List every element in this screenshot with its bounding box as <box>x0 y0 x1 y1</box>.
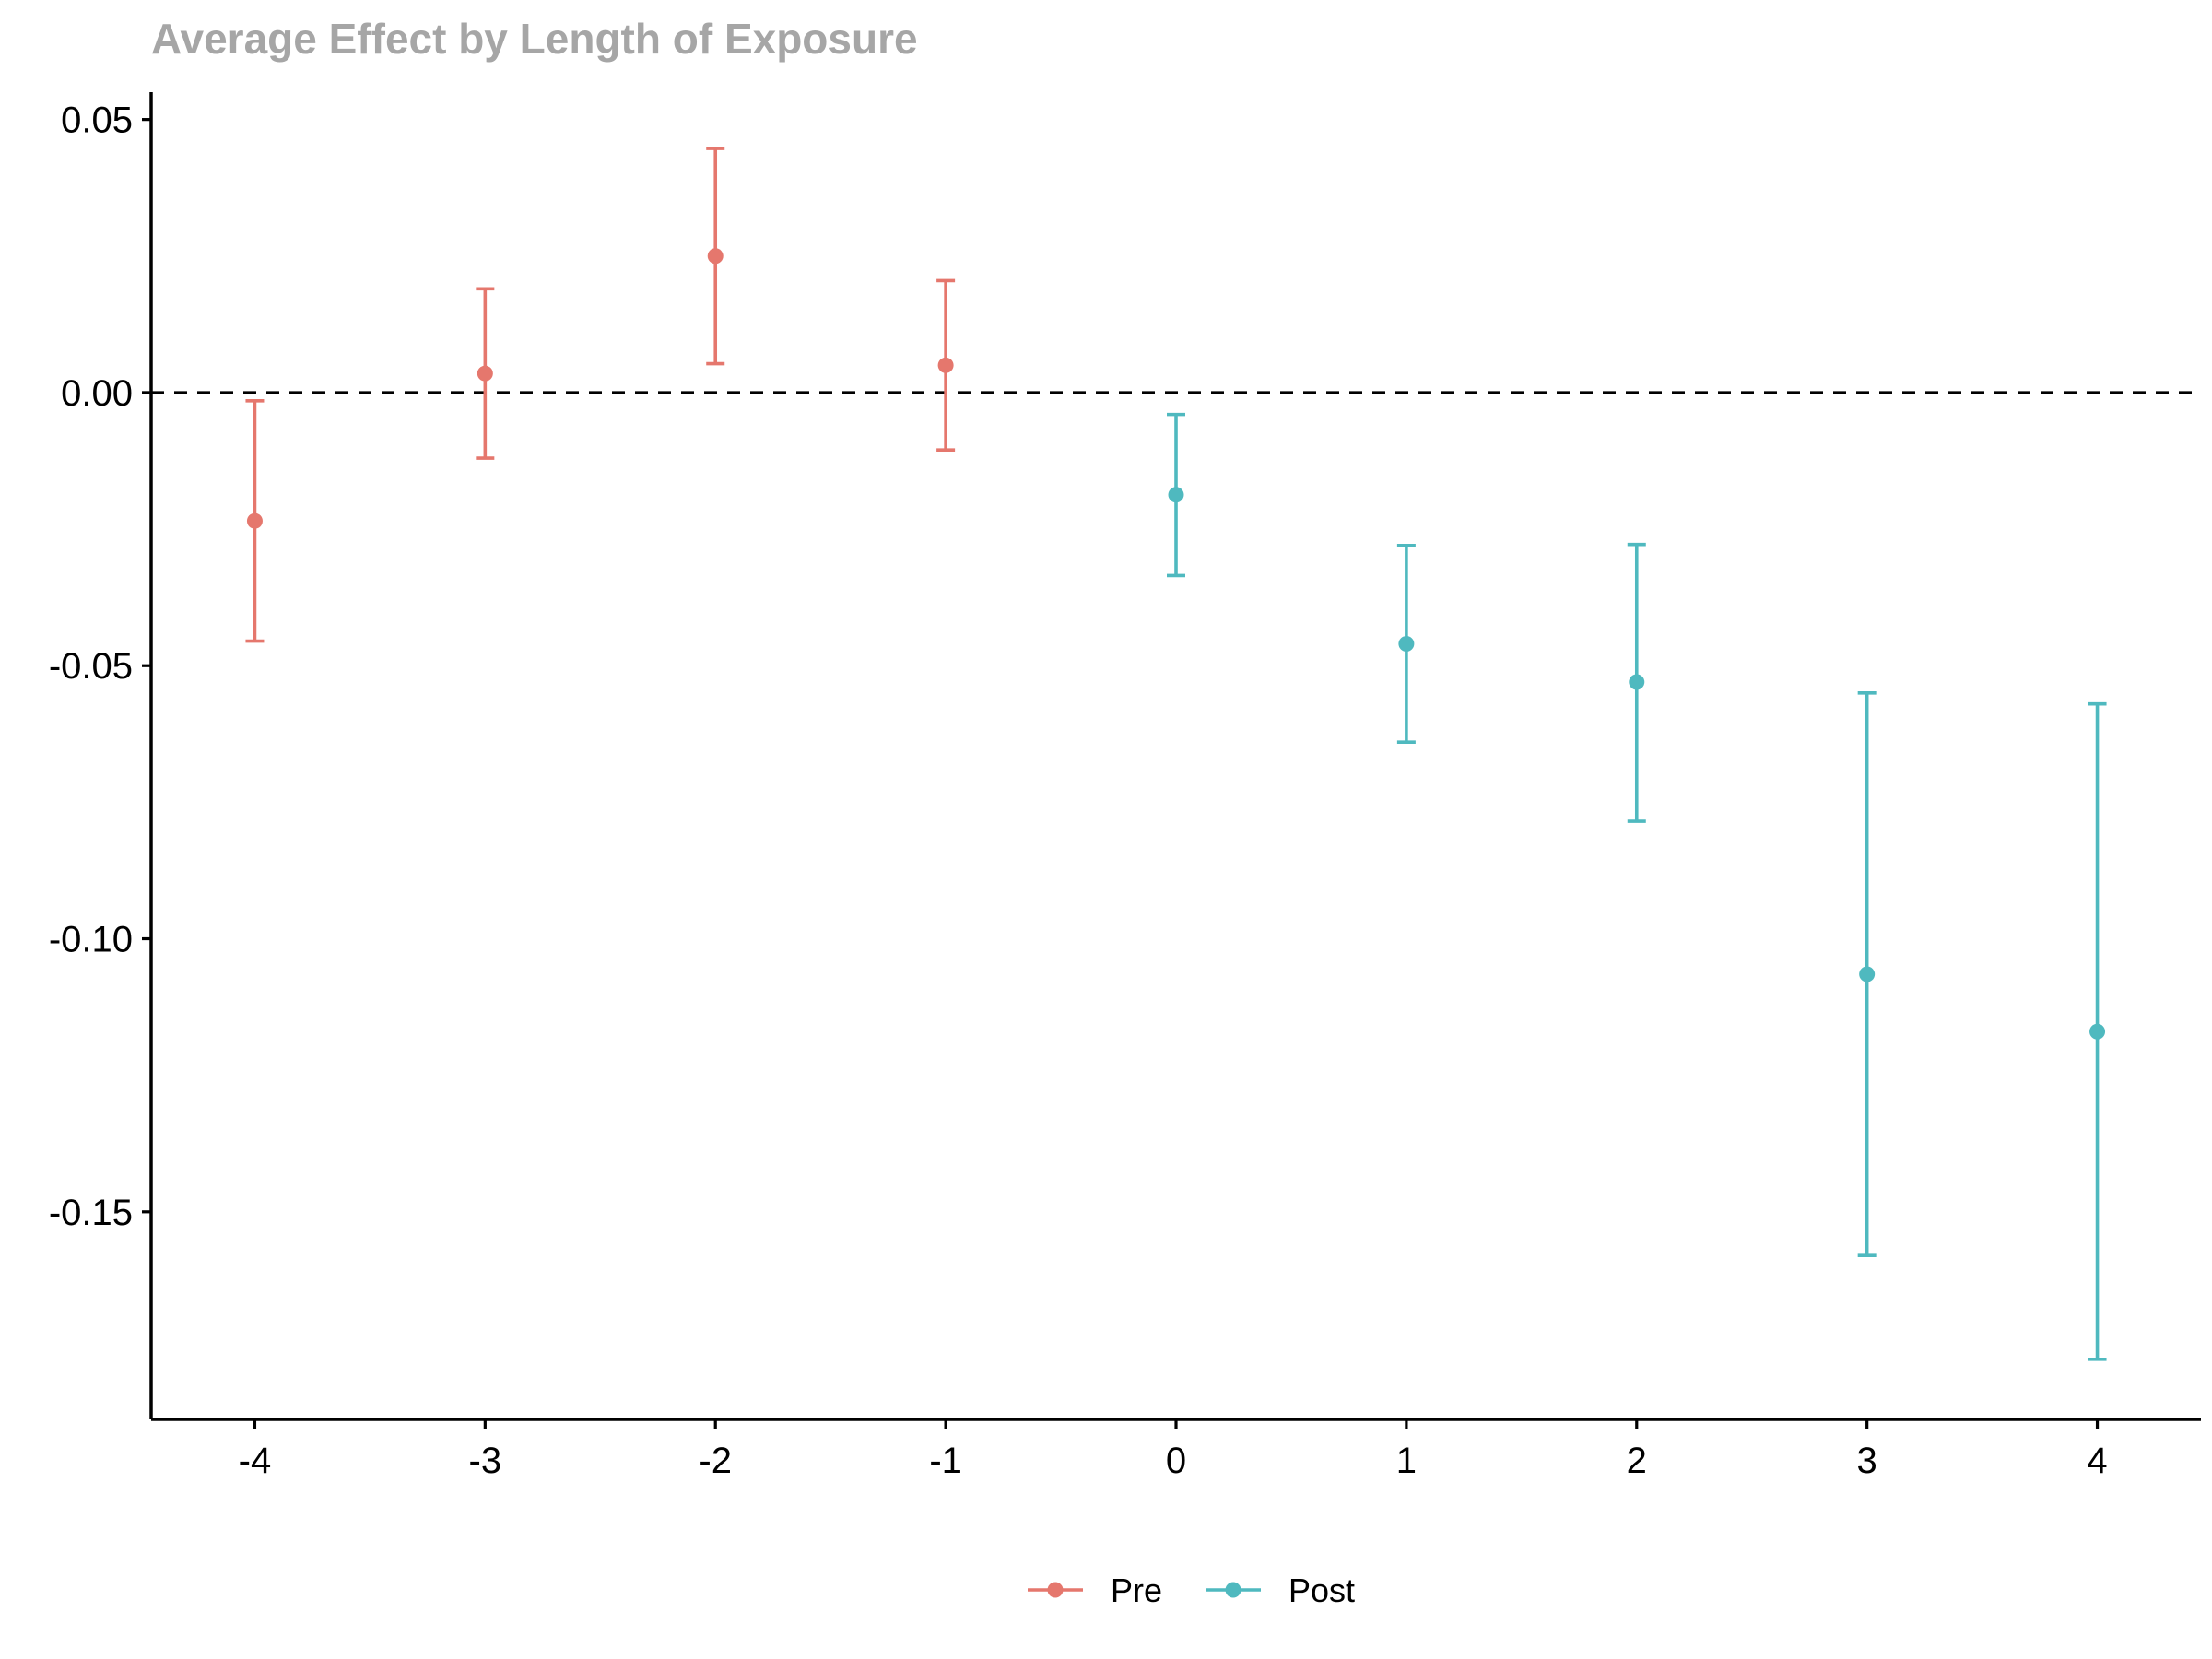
x-axis-ticks: -4 -3 -2 -1 0 1 2 3 4 <box>239 1419 2108 1481</box>
point-estimate <box>477 365 493 382</box>
point-estimate <box>2089 1023 2106 1040</box>
legend-point-swatch <box>1047 1582 1064 1598</box>
x-tick-label: 3 <box>1857 1441 1877 1481</box>
error-bar-pre--4 <box>245 399 265 643</box>
legend: Pre Post <box>1028 1571 1355 1609</box>
point-estimate <box>1859 966 1876 982</box>
point-estimate <box>1398 636 1415 653</box>
legend-label: Post <box>1288 1571 1355 1609</box>
chart-title: Average Effect by Length of Exposure <box>151 15 918 63</box>
x-tick-label: -2 <box>699 1441 732 1481</box>
legend-item-post: Post <box>1206 1571 1355 1609</box>
legend-item-pre: Pre <box>1028 1571 1162 1609</box>
x-tick-label: 2 <box>1627 1441 1647 1481</box>
x-tick-label: -3 <box>469 1441 502 1481</box>
x-tick-label: 4 <box>2087 1441 2107 1481</box>
error-bar-post-4 <box>2088 701 2107 1361</box>
y-axis-ticks: 0.05 0.00 -0.05 -0.10 -0.15 <box>49 100 151 1233</box>
error-bar-post-2 <box>1627 542 1646 823</box>
error-bar-pre--2 <box>706 147 725 366</box>
x-tick-label: 0 <box>1166 1441 1186 1481</box>
x-tick-label: -4 <box>239 1441 272 1481</box>
error-bar-post-1 <box>1396 544 1416 744</box>
legend-point-swatch <box>1225 1582 1241 1598</box>
error-bar-post-3 <box>1857 691 1877 1258</box>
point-estimate <box>1168 487 1184 503</box>
y-tick-label: -0.10 <box>49 920 133 960</box>
error-bar-post-0 <box>1167 412 1185 578</box>
point-estimate <box>1629 674 1645 690</box>
y-tick-label: -0.15 <box>49 1193 133 1233</box>
error-bar-marks <box>245 147 2107 1361</box>
point-estimate <box>707 248 724 265</box>
point-estimate <box>246 512 263 529</box>
point-estimate <box>937 357 954 373</box>
y-tick-label: 0.00 <box>61 373 133 414</box>
x-tick-label: 1 <box>1396 1441 1417 1481</box>
y-tick-label: -0.05 <box>49 646 133 687</box>
x-tick-label: -1 <box>929 1441 962 1481</box>
y-tick-label: 0.05 <box>61 100 133 141</box>
error-bar-pre--3 <box>476 287 495 460</box>
legend-label: Pre <box>1111 1571 1162 1609</box>
error-bar-pre--1 <box>936 278 956 452</box>
